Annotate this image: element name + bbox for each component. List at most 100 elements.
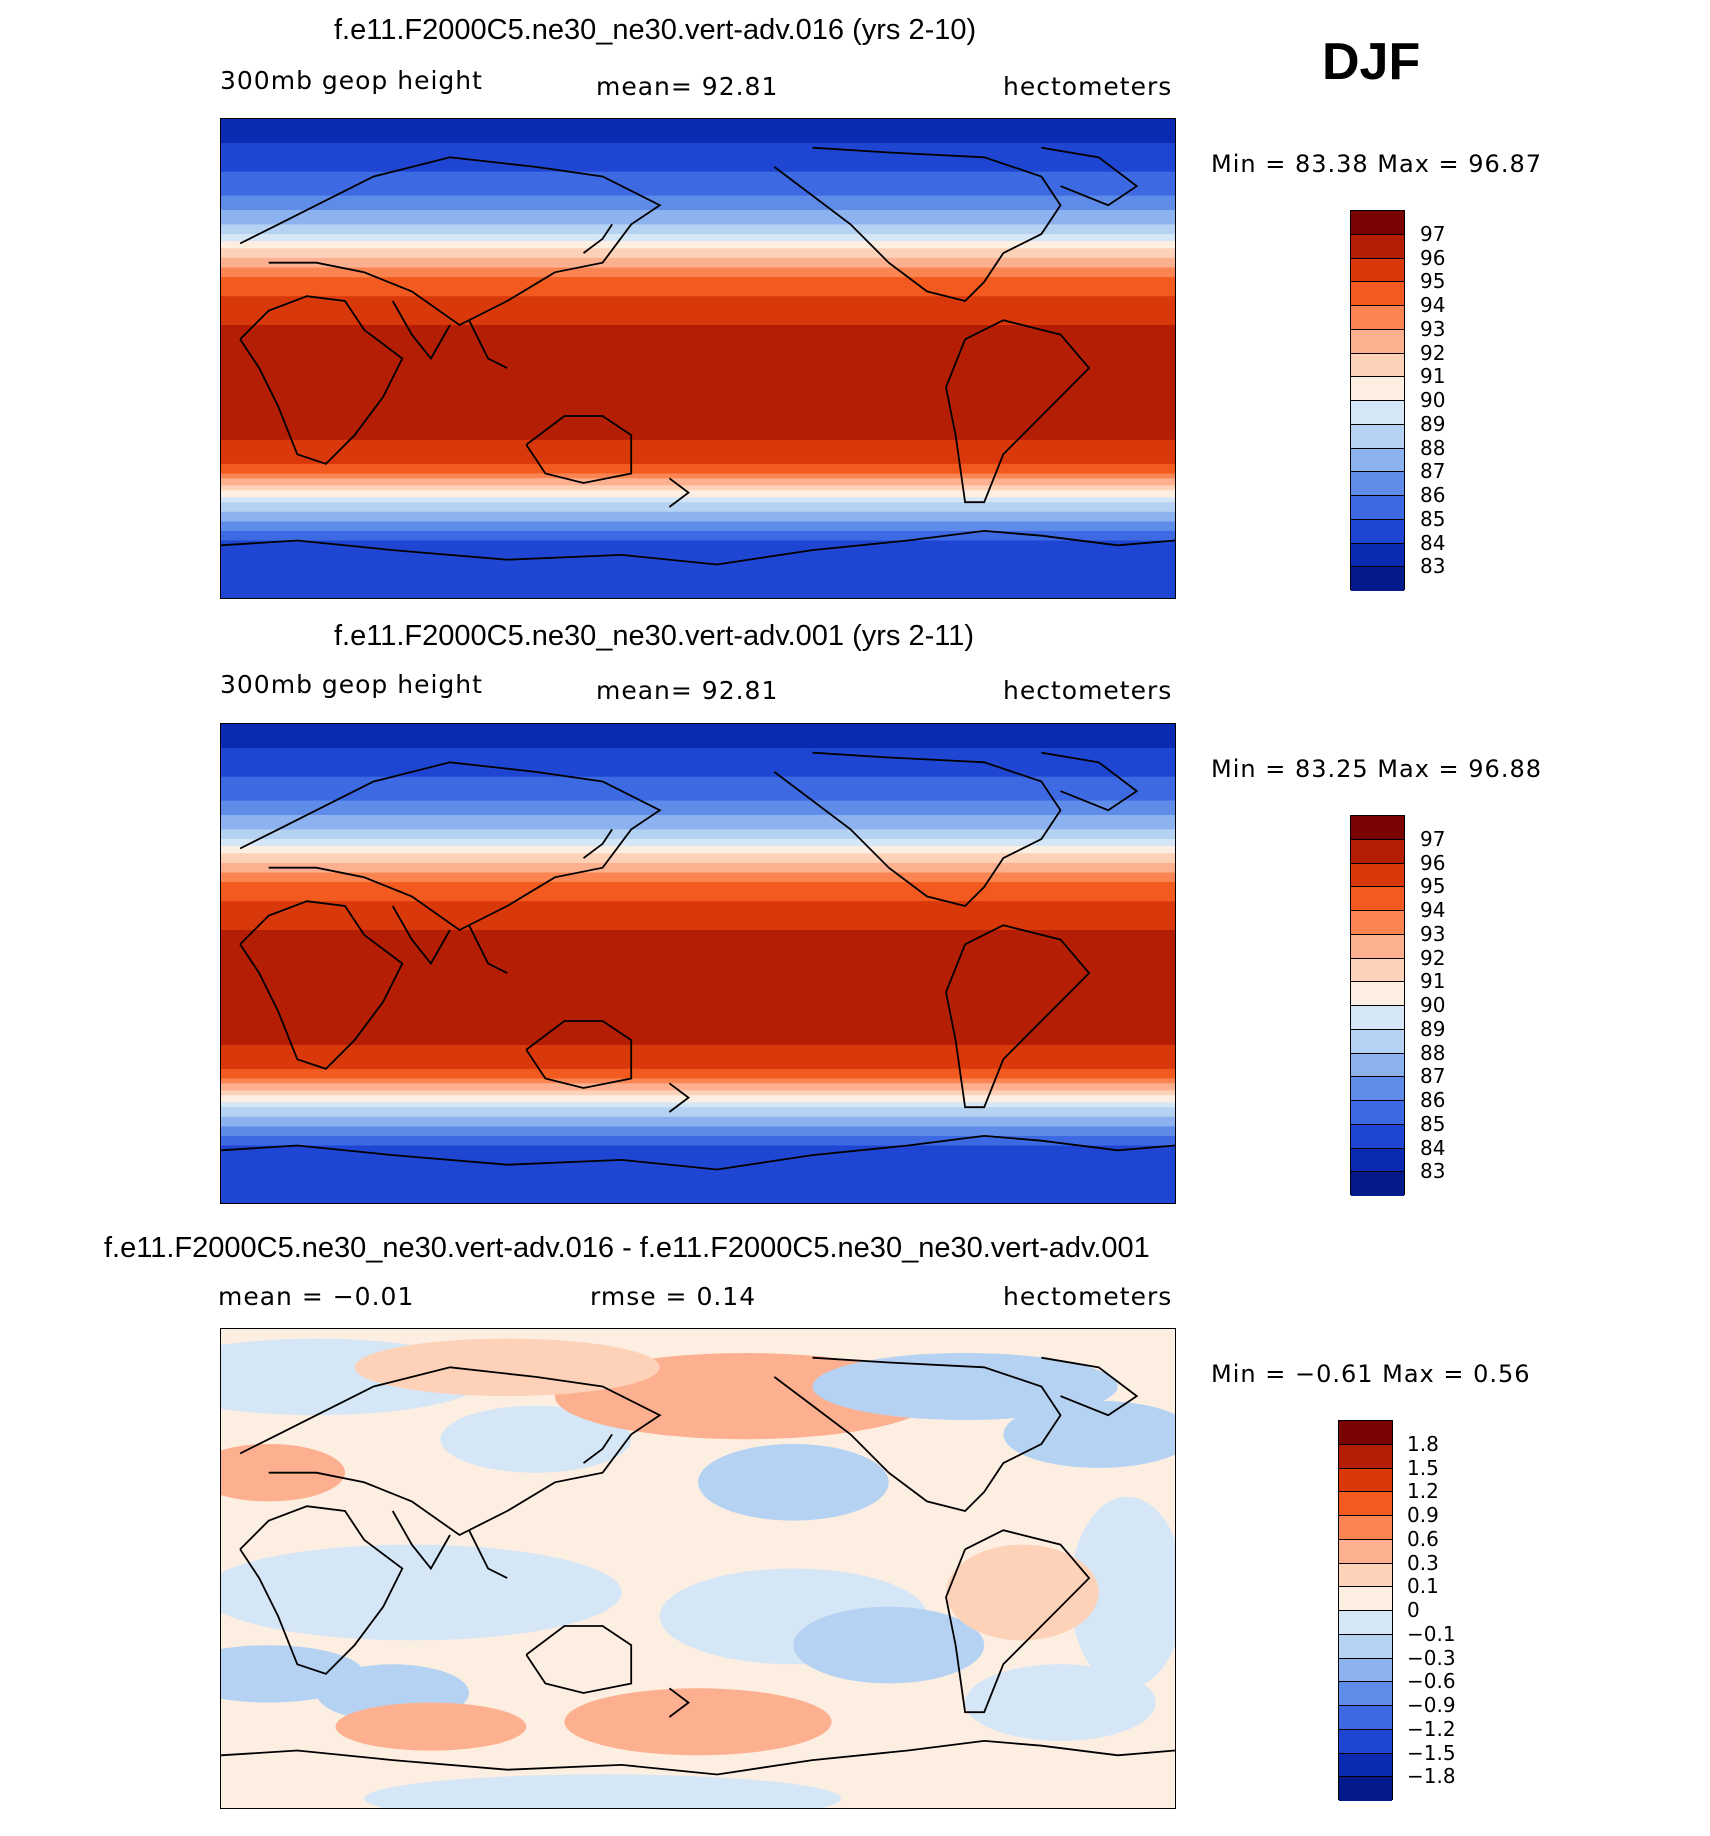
colorbar-swatch <box>1351 519 1404 544</box>
height-field <box>221 724 1175 1203</box>
colorbar-tick-label: 87 <box>1420 1064 1446 1089</box>
panel-1-mean-label: mean= 92.81 <box>596 72 779 101</box>
colorbar-tick-label: 0.6 <box>1407 1526 1439 1551</box>
colorbar-tick-label: −1.2 <box>1407 1716 1456 1741</box>
contour-band <box>221 143 1175 173</box>
contour-band <box>221 1068 1175 1080</box>
colorbar-swatch <box>1351 377 1404 401</box>
colorbar-tick-label: 94 <box>1420 898 1446 922</box>
colorbar-tick-label: 89 <box>1420 411 1446 436</box>
coastline <box>945 924 1091 1109</box>
contour-band <box>221 416 1175 441</box>
colorbar-tick-label: 96 <box>1420 850 1446 875</box>
colorbar-tick-label: 89 <box>1420 1016 1446 1041</box>
coastline <box>239 1366 662 1537</box>
contour-band <box>221 829 1175 840</box>
colorbar-tick-label: 97 <box>1420 826 1446 851</box>
coastline <box>525 1625 633 1694</box>
coastline <box>1041 751 1139 812</box>
anomaly-region <box>793 1606 985 1684</box>
colorbar-swatch <box>1339 1777 1392 1801</box>
panel-2-minmax: Min = 83.25 Max = 96.88 <box>1211 755 1542 783</box>
panel-2-variable-label: 300mb geop height <box>220 670 483 699</box>
anomaly-region <box>221 1544 622 1641</box>
contour-band <box>221 901 1175 931</box>
contour-band <box>221 1083 1175 1092</box>
colorbar-swatch <box>1339 1421 1392 1445</box>
colorbar-swatch <box>1339 1706 1392 1730</box>
colorbar-swatch <box>1351 282 1404 306</box>
colorbar-swatch <box>1351 1172 1404 1196</box>
colorbar-swatch <box>1339 1539 1392 1564</box>
colorbar-tick-label: 92 <box>1420 340 1446 365</box>
contour-band <box>221 210 1175 226</box>
colorbar-tick-label: 94 <box>1420 293 1446 317</box>
coastline <box>525 1020 633 1089</box>
contour-band <box>221 195 1175 211</box>
colorbar-swatch <box>1339 1516 1392 1540</box>
coastline <box>239 295 404 465</box>
contour-band <box>221 530 1175 542</box>
panel-1-map <box>220 118 1176 599</box>
panel-3-map <box>220 1328 1176 1809</box>
contour-band <box>221 1044 1175 1070</box>
coastline <box>221 1134 1175 1171</box>
anomaly-region <box>1003 1400 1175 1468</box>
colorbar-tick-label: 88 <box>1420 1040 1446 1065</box>
colorbar-tick-label: 93 <box>1420 921 1446 946</box>
contour-band <box>221 257 1175 269</box>
colorbar-swatch <box>1351 448 1404 473</box>
contour-band <box>221 800 1175 816</box>
contour-band <box>221 277 1175 298</box>
panel-3-colorbar <box>1338 1420 1393 1801</box>
coastline <box>945 319 1091 504</box>
contour-band <box>221 1135 1175 1147</box>
contour-band <box>221 267 1175 279</box>
coastline <box>468 1529 508 1579</box>
coastline <box>582 828 613 859</box>
colorbar-tick-label: 96 <box>1420 245 1446 270</box>
contour-band <box>221 839 1175 848</box>
contour-band <box>221 325 1175 417</box>
colorbar-swatch <box>1339 1611 1392 1635</box>
season-label: DJF <box>1322 33 1421 91</box>
panel-3-title: f.e11.F2000C5.ne30_ne30.vert-adv.016 - f… <box>104 1232 1150 1264</box>
colorbar-tick-label: 97 <box>1420 221 1446 246</box>
colorbar-swatch <box>1351 211 1404 235</box>
colorbar-tick-label: −1.5 <box>1407 1740 1456 1765</box>
colorbar-swatch <box>1339 1658 1392 1683</box>
colorbar-swatch <box>1351 1053 1404 1078</box>
colorbar-swatch <box>1339 1634 1392 1659</box>
colorbar-tick-label: −0.3 <box>1407 1645 1456 1670</box>
contour-band <box>221 119 1175 144</box>
contour-band <box>221 439 1175 465</box>
coastline <box>239 900 404 1070</box>
coastline <box>468 924 508 974</box>
coastline <box>1041 146 1139 207</box>
colorbar-swatch <box>1339 1468 1392 1493</box>
colorbar-swatch <box>1339 1587 1392 1611</box>
contour-band <box>221 1107 1175 1118</box>
colorbar-swatch <box>1351 1029 1404 1054</box>
panel-1-title: f.e11.F2000C5.ne30_ne30.vert-adv.016 (yr… <box>334 14 977 46</box>
panel-1-units-label: hectometers <box>1003 72 1173 101</box>
colorbar-tick-label: 86 <box>1420 1088 1446 1112</box>
colorbar-tick-label: 0 <box>1407 1598 1420 1622</box>
colorbar-swatch <box>1339 1563 1392 1588</box>
coastline <box>239 761 662 932</box>
panel-2-title: f.e11.F2000C5.ne30_ne30.vert-adv.001 (yr… <box>334 620 974 652</box>
colorbar-tick-label: 92 <box>1420 945 1446 970</box>
colorbar-tick-label: 1.8 <box>1407 1431 1439 1456</box>
contour-band <box>221 1126 1175 1137</box>
colorbar-tick-label: 1.5 <box>1407 1455 1439 1480</box>
coastline <box>668 1082 690 1113</box>
contour-band <box>221 224 1175 235</box>
contour-band <box>221 473 1175 480</box>
panel-3-mean-label: mean = −0.01 <box>218 1282 415 1311</box>
colorbar-swatch <box>1351 258 1404 283</box>
contour-band <box>221 1090 1175 1097</box>
colorbar-swatch <box>1339 1444 1392 1469</box>
coastline <box>391 300 451 361</box>
contour-band <box>221 511 1175 523</box>
panel-1-variable-label: 300mb geop height <box>220 66 483 95</box>
